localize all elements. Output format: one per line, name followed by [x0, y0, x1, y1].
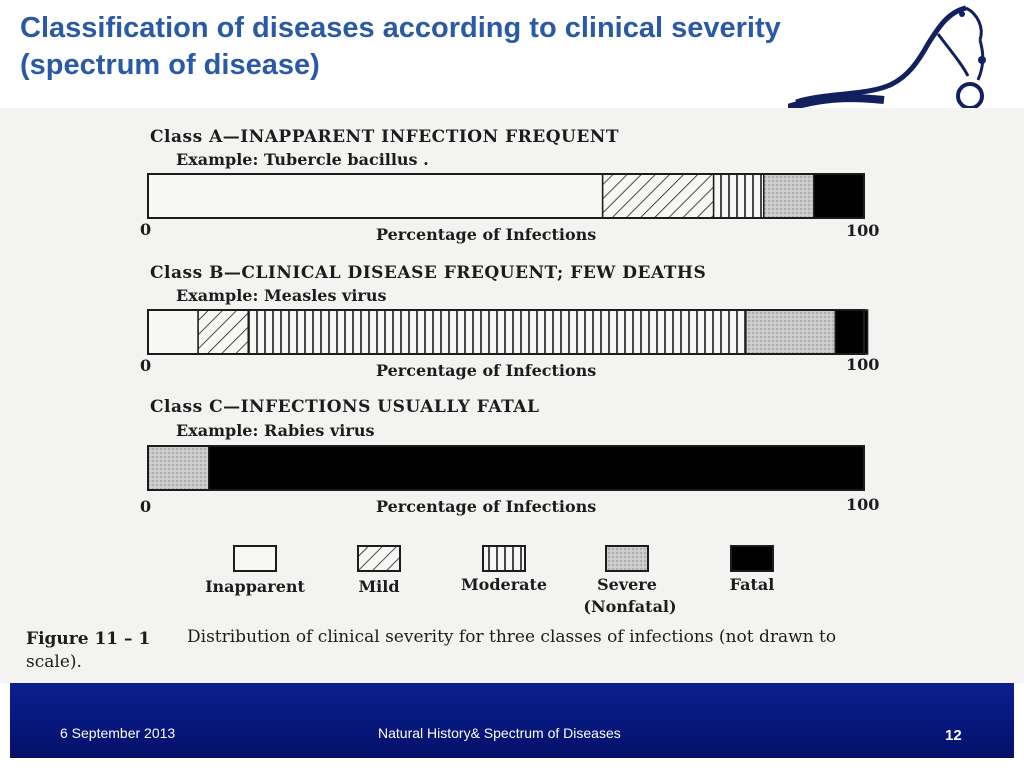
footer-subject: Natural History& Spectrum of Diseases: [378, 725, 621, 741]
bar-frame: [147, 445, 865, 491]
legend-item-inapparent: Inapparent: [205, 545, 306, 596]
legend-item-severe: Severe (Nonfatal): [583, 545, 677, 616]
bar-segment-inapparent: [147, 309, 199, 355]
legend-label-inapparent: Inapparent: [205, 577, 305, 596]
class-c-example: Example: Rabies virus: [176, 421, 374, 440]
bar-segment-inapparent: [147, 173, 604, 219]
bar-frame: [147, 309, 865, 355]
class-c-bar: [147, 445, 865, 491]
legend-swatch-fatal: [730, 545, 774, 572]
caption-text-2: scale).: [26, 652, 82, 672]
bar-segment-moderate: [712, 173, 765, 219]
bar-segment-mild: [197, 309, 249, 355]
slide-title: Classification of diseases according to …: [20, 10, 920, 84]
class-b-example: Example: Measles virus: [176, 286, 387, 305]
legend-item-mild: Mild: [357, 545, 401, 596]
caption-label: Figure 11 – 1: [26, 629, 150, 649]
class-a-heading: Class A—INAPPARENT INFECTION FREQUENT: [150, 127, 619, 147]
class-c-axis-label: Percentage of Infections: [376, 497, 596, 516]
class-a-axis-label: Percentage of Infections: [376, 225, 596, 244]
class-a-tick-start: 0: [140, 220, 151, 239]
legend-swatch-moderate: [482, 545, 526, 572]
footer-bar: 6 September 2013 Natural History& Spectr…: [10, 683, 1014, 758]
footer-date: 6 September 2013: [60, 725, 176, 741]
legend-label-fatal: Fatal: [730, 575, 775, 594]
bar-frame: [147, 173, 865, 219]
bar-segment-severe-nonfatal: [763, 173, 815, 219]
class-b-tick-end: 100: [846, 355, 879, 374]
class-b-group: Class B—CLINICAL DISEASE FREQUENT; FEW D…: [140, 263, 879, 380]
legend: Inapparent Mild Moderate Severe (Nonfata…: [205, 545, 775, 616]
legend-item-fatal: Fatal: [730, 545, 775, 594]
legend-swatch-severe: [605, 545, 649, 572]
class-a-example: Example: Tubercle bacillus .: [176, 150, 429, 169]
figure-panel: Class A—INAPPARENT INFECTION FREQUENT Ex…: [0, 108, 1024, 683]
class-c-heading: Class C—INFECTIONS USUALLY FATAL: [150, 397, 539, 417]
class-c-tick-start: 0: [140, 497, 151, 516]
class-a-group: Class A—INAPPARENT INFECTION FREQUENT Ex…: [140, 127, 879, 244]
legend-label-mild: Mild: [358, 577, 399, 596]
legend-swatch-inapparent: [233, 545, 277, 572]
bar-segment-severe-nonfatal: [147, 445, 210, 491]
class-b-heading: Class B—CLINICAL DISEASE FREQUENT; FEW D…: [150, 263, 706, 283]
class-a-tick-end: 100: [846, 221, 879, 240]
severity-chart: Class A—INAPPARENT INFECTION FREQUENT Ex…: [26, 127, 879, 672]
bar-segment-fatal: [813, 173, 865, 219]
bar-segment-moderate: [247, 309, 747, 355]
slide-title-line1: Classification of diseases according to …: [20, 12, 781, 44]
figure-caption: Figure 11 – 1 Distribution of clinical s…: [26, 627, 836, 672]
class-b-axis-label: Percentage of Infections: [376, 361, 596, 380]
bar-segment-severe-nonfatal: [745, 309, 837, 355]
class-c-tick-end: 100: [846, 495, 879, 514]
class-a-bar: [147, 173, 865, 219]
class-c-group: Class C—INFECTIONS USUALLY FATAL Example…: [140, 397, 879, 516]
legend-label-moderate: Moderate: [461, 575, 547, 594]
legend-label-severe: Severe: [597, 575, 657, 594]
class-b-bar: [147, 309, 869, 355]
class-b-tick-start: 0: [140, 356, 151, 375]
legend-swatch-mild: [357, 545, 401, 572]
caption-text: Distribution of clinical severity for th…: [187, 627, 836, 647]
bar-segment-fatal: [834, 309, 869, 355]
slide-title-line2: (spectrum of disease): [20, 49, 320, 81]
stethoscope-icon: [788, 5, 986, 108]
page-number: 12: [945, 727, 962, 744]
legend-label-severe-sub: (Nonfatal): [583, 597, 676, 616]
bar-segment-fatal: [208, 445, 865, 491]
bar-segment-mild: [601, 173, 715, 219]
legend-item-moderate: Moderate: [461, 545, 547, 594]
